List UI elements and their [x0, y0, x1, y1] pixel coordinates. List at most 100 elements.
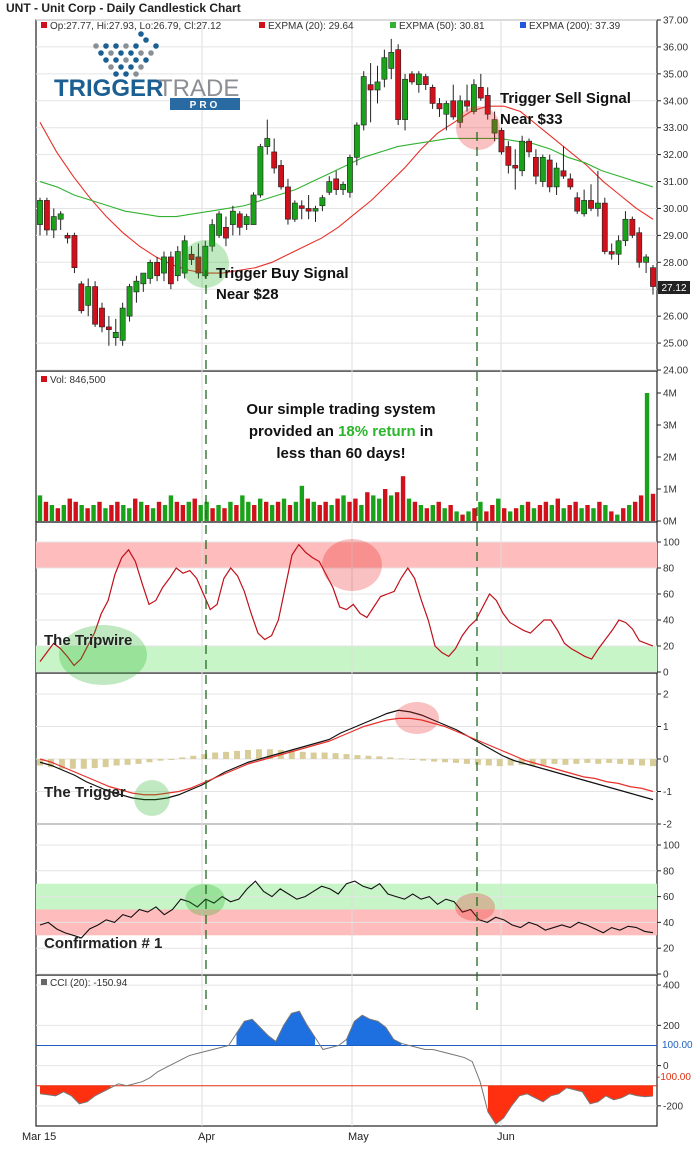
- ytick-label-stoch-1: 80: [663, 564, 675, 575]
- volume-bar-40: [275, 501, 281, 521]
- candle-body-83: [608, 251, 615, 255]
- volume-bar-38: [263, 501, 269, 521]
- volume-bar-59: [388, 495, 394, 521]
- logo-dot-14: [143, 57, 149, 63]
- xtick-label-3: Jun: [497, 1131, 515, 1143]
- volume-bar-52: [347, 501, 352, 521]
- volume-bar-60: [394, 492, 400, 521]
- volume-bar-50: [335, 498, 340, 521]
- candle-body-77: [567, 178, 574, 188]
- candle-body-26: [216, 213, 222, 236]
- logo-dot-16: [118, 64, 124, 70]
- ytick-label-cci-3: -200: [663, 1101, 683, 1112]
- volume-bar-93: [591, 508, 596, 521]
- promo-highlight: 18% return: [338, 423, 416, 440]
- candle-body-36: [285, 186, 291, 220]
- macd-hist-bar-33: [398, 758, 405, 760]
- macd-hist-bar-49: [573, 759, 580, 764]
- sell-highlight: [456, 106, 500, 150]
- macd-hist-bar-27: [332, 753, 339, 759]
- ytick-label-stoch-0: 100: [663, 538, 680, 549]
- candle-body-52: [395, 49, 402, 120]
- volume-bar-26: [192, 498, 197, 521]
- volume-bar-12: [109, 505, 114, 521]
- macd-hist-bar-17: [223, 751, 230, 759]
- volume-bar-14: [121, 505, 126, 521]
- volume-bar-86: [549, 505, 555, 521]
- trigger-macd: [37, 709, 656, 801]
- candle-body-72: [533, 157, 539, 177]
- logo-dot-0: [93, 43, 99, 49]
- volume-bar-34: [240, 495, 245, 521]
- macd-hist-bar-38: [452, 759, 459, 763]
- last-price-tag: [658, 281, 690, 294]
- volume-bar-84: [537, 505, 543, 521]
- ytick-label-macd-4: -2: [663, 820, 672, 831]
- logo-dot-6: [108, 50, 114, 56]
- candle-body-43: [333, 178, 340, 190]
- candle-body-81: [594, 202, 601, 209]
- candle-body-24: [202, 245, 209, 277]
- volume-bar-45: [305, 498, 311, 521]
- volume-bar-69: [448, 505, 453, 521]
- logo-dot-7: [118, 50, 124, 56]
- grid-lines: [36, 19, 657, 1126]
- volume-bar-41: [281, 498, 287, 521]
- ytick-label-price-6: 31.00: [663, 177, 688, 188]
- ytick-label-macd-2: 0: [663, 755, 669, 766]
- logo-dot-21: [133, 71, 139, 77]
- logo-dot-13: [133, 57, 139, 63]
- macd-line-1: [39, 717, 654, 796]
- cci-legend-text: CCI (20): -150.94: [50, 978, 128, 989]
- candle-body-48: [367, 84, 374, 91]
- logo-dot-17: [128, 64, 134, 70]
- ytick-label-price-3: 34.00: [663, 96, 688, 107]
- candle-body-9: [99, 307, 105, 328]
- candle-body-82: [601, 202, 608, 252]
- macd-hist-bar-39: [463, 759, 470, 764]
- volume-bar-2: [49, 505, 55, 521]
- candle-body-65: [484, 95, 491, 115]
- ytick-label-rsi-4: 20: [663, 944, 675, 955]
- candle-body-53: [402, 78, 408, 120]
- ytick-label-stoch-5: 0: [663, 668, 669, 679]
- overbought-highlight: [322, 539, 382, 591]
- candle-body-4: [64, 235, 71, 239]
- macd-hist-bar-28: [343, 754, 350, 759]
- volume-bar-43: [293, 501, 299, 521]
- logo-word-trade: TRADE: [158, 75, 239, 102]
- candle-body-27: [223, 227, 229, 239]
- candle-body-14: [133, 280, 140, 293]
- volume-bar-83: [531, 508, 537, 521]
- volume-bar-10: [97, 501, 102, 521]
- volume-bar-56: [371, 495, 376, 521]
- ytick-label-price-0: 37.00: [663, 16, 688, 27]
- ytick-label-rsi-2: 60: [663, 892, 675, 903]
- ema-lines: [39, 105, 654, 274]
- ytick-label-price-1: 36.00: [663, 42, 688, 53]
- volume-bar-22: [168, 495, 174, 521]
- macd-hist-bar-48: [562, 759, 569, 765]
- macd-hist-bar-53: [617, 759, 624, 764]
- candle-body-47: [360, 76, 367, 126]
- logo-dot-25: [138, 31, 144, 37]
- macd-hist-bar-24: [299, 751, 306, 759]
- candle-body-75: [553, 167, 560, 188]
- macd-hist-bar-32: [387, 757, 394, 759]
- volume-bar-42: [287, 505, 293, 521]
- volume-bar-15: [127, 508, 132, 521]
- logo-badge: [170, 98, 240, 110]
- candle-body-1: [43, 200, 50, 231]
- candle-body-6: [78, 283, 85, 312]
- candle-body-44: [340, 183, 346, 190]
- volume-legend-text: Vol: 846,500: [50, 375, 106, 386]
- volume-bar-97: [615, 514, 620, 521]
- ytick-label-macd-0: 2: [663, 690, 669, 701]
- volume-bar-98: [621, 508, 626, 521]
- macd-hist-bar-12: [168, 759, 175, 760]
- candle-body-25: [209, 224, 216, 247]
- candle-body-68: [505, 146, 512, 166]
- macd-hist-bar-37: [442, 759, 449, 763]
- candle-body-35: [278, 165, 284, 188]
- macd-hist-bar-50: [584, 759, 591, 763]
